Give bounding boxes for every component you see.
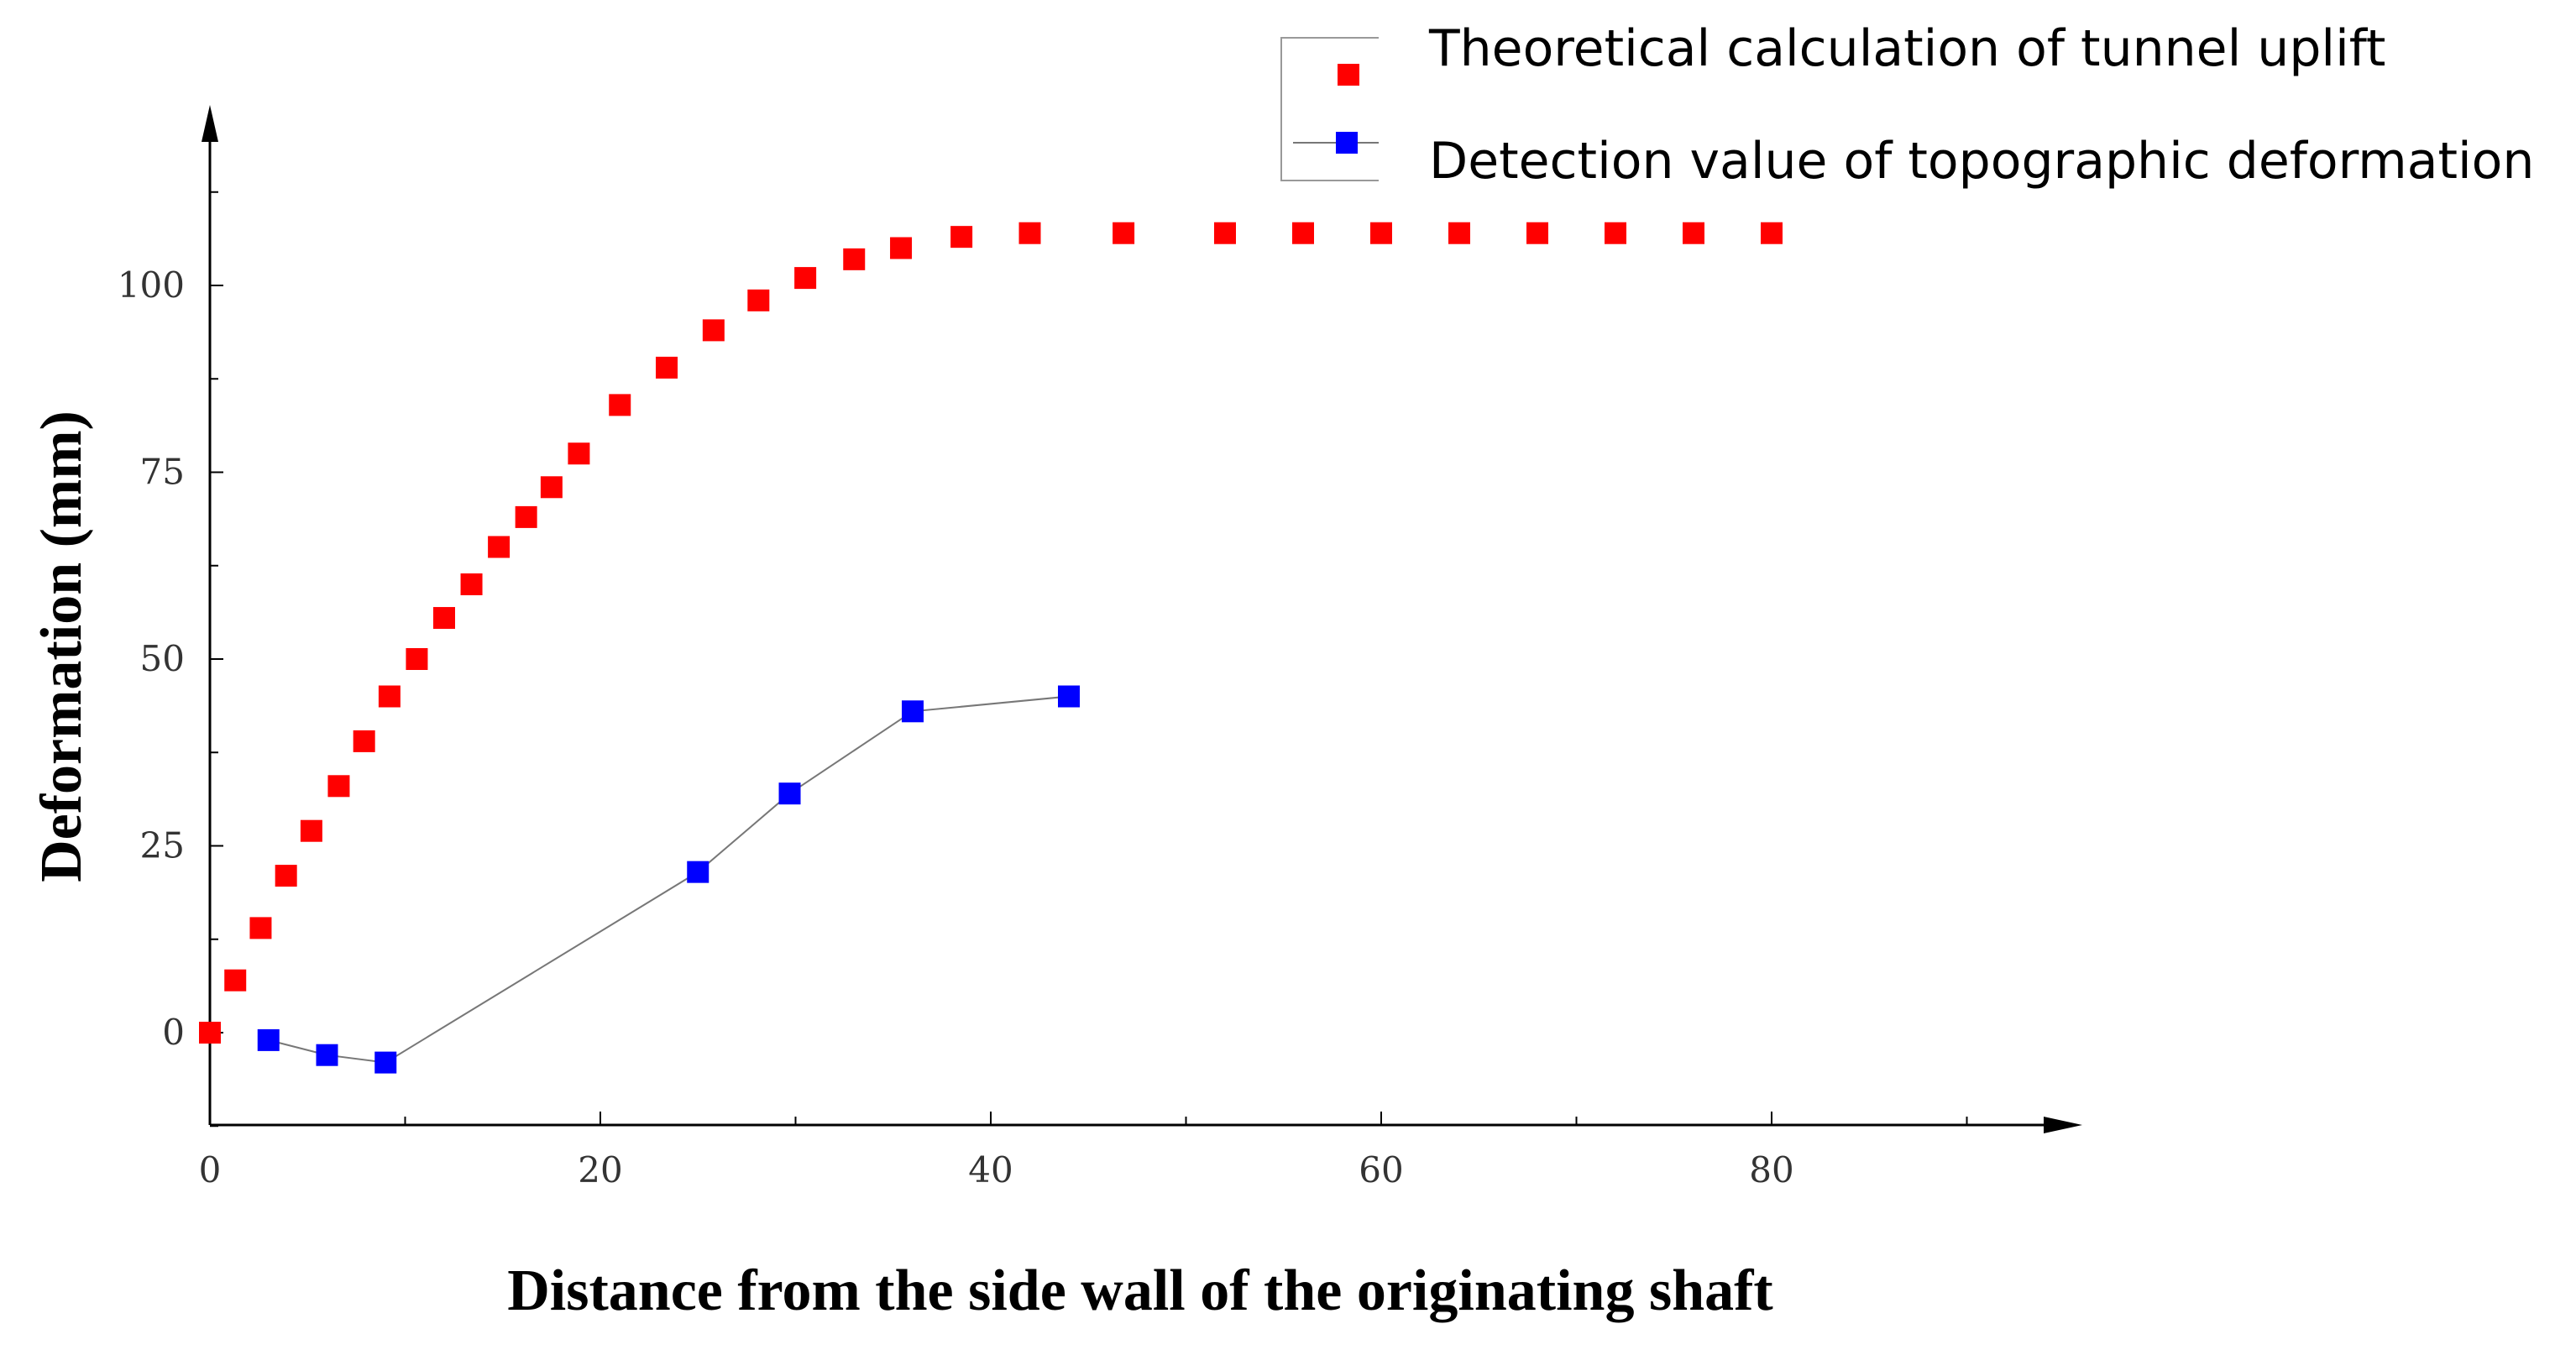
data-point-series-0 — [406, 648, 428, 670]
data-point-series-0 — [300, 819, 322, 842]
data-point-series-0 — [1761, 222, 1783, 244]
legend-frame — [1280, 37, 1379, 181]
data-point-series-0 — [747, 289, 770, 311]
data-point-series-0 — [656, 356, 678, 379]
data-point-series-0 — [794, 267, 817, 290]
y-tick-label: 0 — [162, 1012, 185, 1053]
y-axis-arrow — [202, 105, 218, 142]
data-point-series-0 — [515, 505, 537, 528]
data-point-series-0 — [609, 394, 631, 416]
series-line-1 — [268, 695, 1070, 1064]
y-tick-label: 100 — [118, 264, 185, 306]
legend-marker-detection — [1336, 132, 1358, 154]
y-tick-label: 75 — [140, 452, 185, 493]
legend: Theoretical calculation of tunnel uplift… — [1280, 19, 2534, 191]
x-axis-title: Distance from the side wall of the origi… — [507, 1258, 1773, 1323]
x-tick-label: 80 — [1749, 1149, 1793, 1190]
axes — [202, 105, 2082, 1133]
data-point-series-0 — [378, 685, 401, 708]
data-point-series-0 — [199, 1022, 221, 1044]
legend-marker-theoretical — [1338, 64, 1359, 86]
legend-label-theoretical: Theoretical calculation of tunnel uplift — [1428, 19, 2385, 78]
ticks: 0 20 40 60 80 0 25 50 75 100 — [118, 191, 1968, 1190]
x-tick-label: 60 — [1359, 1149, 1403, 1190]
data-point-series-0 — [1683, 222, 1704, 244]
data-point-series-1 — [902, 700, 924, 723]
data-point-series-0 — [1370, 222, 1392, 244]
data-point-series-0 — [843, 248, 866, 270]
y-tick-label: 25 — [140, 825, 185, 866]
data-point-series-0 — [890, 237, 913, 259]
data-point-series-0 — [950, 226, 973, 249]
data-point-series-0 — [1214, 222, 1236, 244]
plot-area — [199, 222, 1783, 1074]
data-point-series-0 — [1448, 222, 1470, 244]
data-point-series-0 — [1605, 222, 1626, 244]
data-point-series-1 — [1058, 685, 1080, 708]
x-tick-label: 20 — [578, 1149, 622, 1190]
data-point-series-0 — [353, 730, 375, 752]
data-point-series-0 — [488, 536, 510, 558]
x-tick-label: 0 — [199, 1149, 222, 1190]
data-point-series-1 — [374, 1051, 397, 1074]
data-point-series-1 — [257, 1028, 280, 1051]
data-point-series-0 — [1292, 222, 1314, 244]
data-point-series-0 — [433, 607, 455, 630]
data-point-series-0 — [224, 969, 247, 992]
data-point-series-0 — [460, 573, 483, 595]
data-point-series-0 — [1018, 222, 1041, 244]
data-point-series-0 — [702, 319, 725, 342]
y-tick-label: 50 — [140, 638, 185, 679]
data-point-series-1 — [316, 1044, 338, 1066]
data-point-series-0 — [1526, 222, 1548, 244]
data-point-series-0 — [249, 917, 272, 939]
data-point-series-0 — [540, 476, 563, 499]
x-tick-label: 40 — [968, 1149, 1013, 1190]
y-axis-title: Deformation (mm) — [29, 411, 94, 882]
x-axis-arrow — [2044, 1117, 2082, 1133]
data-point-series-0 — [275, 865, 297, 887]
data-point-series-0 — [327, 775, 350, 798]
legend-label-detection: Detection value of topographic deformati… — [1429, 132, 2534, 191]
data-point-series-1 — [778, 782, 801, 805]
y-axis-title-group: Deformation (mm) — [29, 411, 94, 882]
data-point-series-0 — [568, 442, 590, 465]
data-point-series-0 — [1113, 222, 1135, 244]
data-point-series-1 — [687, 861, 709, 883]
